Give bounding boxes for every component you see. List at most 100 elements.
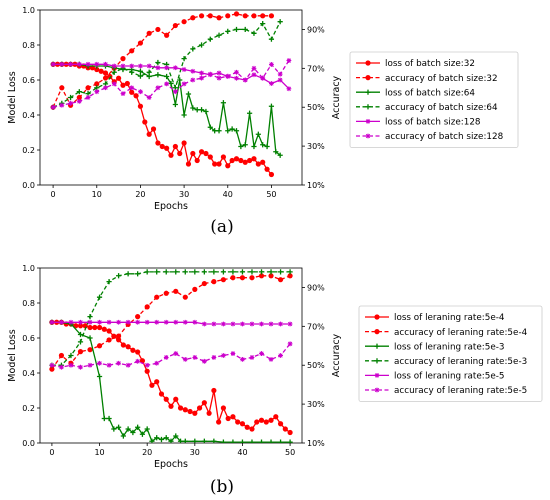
series-2-point [201,280,207,287]
series-1-point [282,426,288,432]
series-4-point [190,46,196,52]
series-3-point [116,424,122,430]
series-3-point [172,101,178,108]
series-2-point [129,48,135,54]
series-3-point [203,108,209,115]
series-4-point [144,269,150,275]
series-3-point [185,91,192,97]
series-6-point [129,85,135,91]
y-tick-label: 0.6 [22,334,35,343]
series-3-point [287,439,293,443]
legend-marker-6 [374,387,380,393]
series-5-point [146,63,152,69]
plot-frame [39,9,303,186]
series-3-point [168,80,174,87]
series-4-point [135,271,141,277]
y-tick-label: 0.8 [22,299,35,308]
series-3-point [268,103,275,109]
series-1-point [135,349,141,355]
series-3-point [181,112,187,118]
series-2-point [268,273,274,279]
y2-tick-label: 90% [307,25,325,34]
series-5-point [129,63,135,69]
y2-tick-label: 50% [307,361,325,370]
series-6-point [163,355,169,360]
x-tick-label: 20 [142,448,152,457]
series-5-point [68,61,73,67]
series-1-point [144,368,150,374]
series-1-point [207,154,213,160]
series-1-point [177,150,183,157]
series-1-point [216,419,222,425]
series-4-point [239,269,246,275]
series-1-point [116,75,122,81]
series-1-point [163,396,169,402]
series-1-point [98,68,104,74]
series-1-point [137,103,144,109]
series-6-point [216,75,222,81]
series-2-point [225,13,231,19]
x-axis-title: Epochs [154,201,188,212]
series-2-point [211,279,217,285]
series-5-point [259,321,264,327]
series-6-point [269,62,274,67]
series-1-point [264,166,270,172]
series-3-point [149,438,155,443]
series-5-point [97,319,102,325]
legend-marker-4 [374,358,380,364]
series-3-point [258,439,265,443]
series-2-point [182,294,188,300]
series-1-point [181,140,187,146]
series-6-point [144,362,150,368]
series-3-point [229,126,235,132]
series-1-point [239,421,246,427]
series-4-point [173,269,179,275]
series-1-point [251,156,257,162]
series-4-point [155,59,161,66]
series-2-point [181,19,187,25]
series-1-point [92,324,98,331]
series-2-point [277,277,284,283]
legend-label-4: accuracy of leraning rate:5e-3 [394,357,527,367]
series-6-point [164,81,170,87]
series-2-point [242,13,248,19]
x-tick-label: 20 [135,190,145,199]
series-1-point [225,415,231,422]
series-1-point [182,407,188,413]
series-6-point [234,69,239,75]
series-3-point [177,438,184,443]
series-1-point [130,347,136,353]
legend-marker-5 [365,119,371,124]
series-2-point [116,333,122,339]
series-6-point [260,75,266,81]
series-6-point [211,355,217,360]
series-1-point [173,396,179,402]
legend-label-3: loss of leraning rate:5e-3 [394,342,505,352]
series-6-point [155,85,161,91]
series-5-point [138,63,143,69]
series-line-4 [52,21,281,108]
series-5-point [94,61,100,67]
series-6-point [138,89,143,95]
series-5-point [192,319,198,325]
series-5-point [172,65,178,71]
series-3-point [77,331,84,338]
series-1-point [155,140,161,146]
series-2-point [154,294,160,300]
series-5-point [116,319,121,325]
series-3-point [111,426,117,432]
series-1-point [198,149,205,155]
series-6-point [116,360,121,366]
series-3-point [198,107,205,113]
series-3-point [154,435,160,441]
series-6-point [154,360,160,366]
series-4-point [268,36,275,42]
series-1-point [225,163,231,169]
legend-box [349,51,519,148]
series-4-point [211,269,217,275]
series-1-point [94,66,100,73]
legend-marker-3 [365,89,371,95]
legend-label-1: loss of batch size:32 [385,59,475,69]
series-5-point [278,321,283,327]
series-4-point [268,269,274,275]
